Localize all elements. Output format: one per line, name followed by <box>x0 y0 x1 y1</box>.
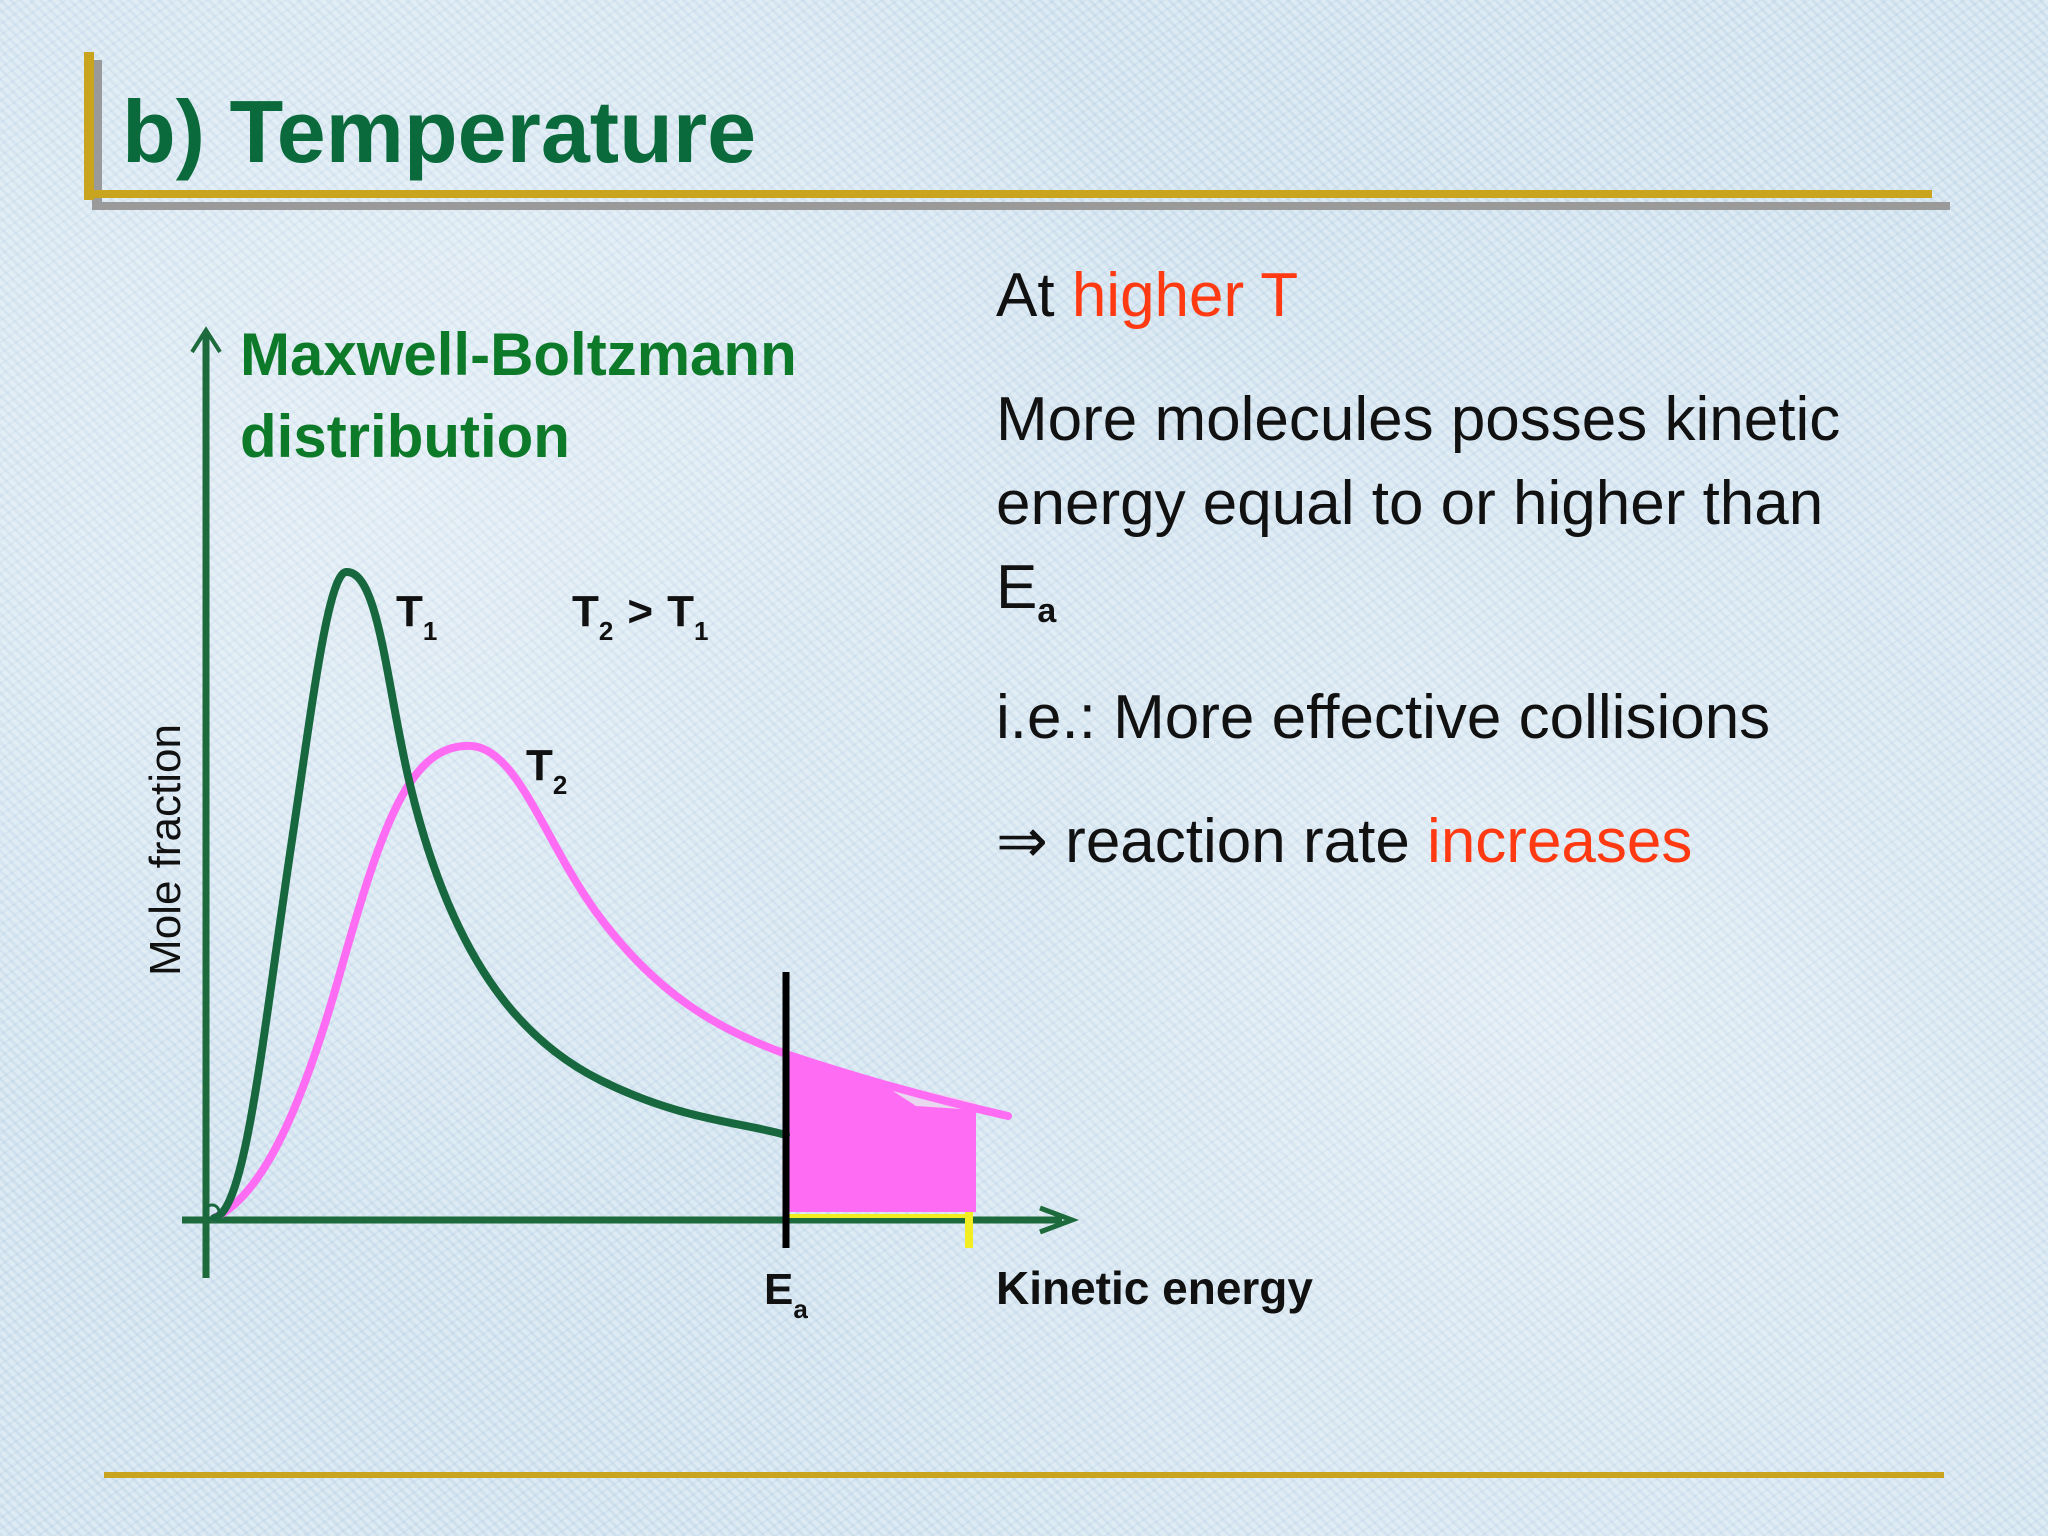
text-line-at-higher-t: At higher T <box>996 254 1298 338</box>
t1-label-main: T <box>396 587 423 636</box>
page-title: b) Temperature <box>122 82 757 181</box>
text-line-energy-equal: energy equal to or higher than <box>996 469 1824 538</box>
text-line-effective-collisions: i.e.: More effective collisions <box>996 683 1771 752</box>
t1-label-sub: 1 <box>423 616 437 646</box>
at-prefix: At <box>996 261 1072 330</box>
higher-t-highlight: higher T <box>1071 261 1299 330</box>
text-line-reaction-rate: ⇒ reaction rate increases <box>996 800 1692 884</box>
text-line-more-molecules: More molecules posses kinetic <box>996 385 1841 454</box>
t1-label: T1 <box>396 587 437 646</box>
reaction-rate-prefix: ⇒ reaction rate <box>996 807 1428 876</box>
t1-curve <box>210 568 790 1222</box>
y-axis-arrowhead <box>190 326 222 354</box>
relation-label: T2 > T1 <box>572 587 708 646</box>
relation-t2: T <box>572 587 599 636</box>
text-line-ea: Ea <box>996 546 1056 653</box>
t2-label: T2 <box>526 741 567 800</box>
ea-text-main: E <box>996 553 1038 622</box>
diagram-heading-line1: Maxwell-Boltzmann <box>240 321 797 388</box>
x-axis-arrowhead <box>1039 1205 1080 1235</box>
ea-label-main: E <box>764 1265 793 1314</box>
title-underline-shadow <box>100 202 1950 210</box>
relation-t1-sub: 1 <box>694 616 708 646</box>
relation-gt: > <box>627 587 653 636</box>
title-underline-gold <box>86 190 1932 198</box>
origin-marker <box>203 1203 221 1221</box>
ea-text-sub: a <box>1037 592 1057 630</box>
diagram-heading-line2: distribution <box>240 403 570 470</box>
x-axis-label: Kinetic energy <box>996 1262 1313 1314</box>
y-axis-label: Mole fraction <box>141 724 190 976</box>
ea-label-sub: a <box>793 1294 808 1324</box>
relation-t1: T <box>667 587 694 636</box>
t2-curve <box>210 741 1012 1222</box>
increases-highlight: increases <box>1427 807 1693 876</box>
footer-rule <box>104 1472 1944 1478</box>
t2-label-main: T <box>526 741 553 790</box>
ea-tail-shaded-region <box>786 1054 976 1212</box>
title-frame-shadow <box>92 60 102 210</box>
t2-label-sub: 2 <box>553 770 567 800</box>
title-frame-gold-bar <box>84 52 94 200</box>
relation-t2-sub: 2 <box>599 616 613 646</box>
ea-label: Ea <box>764 1265 808 1324</box>
